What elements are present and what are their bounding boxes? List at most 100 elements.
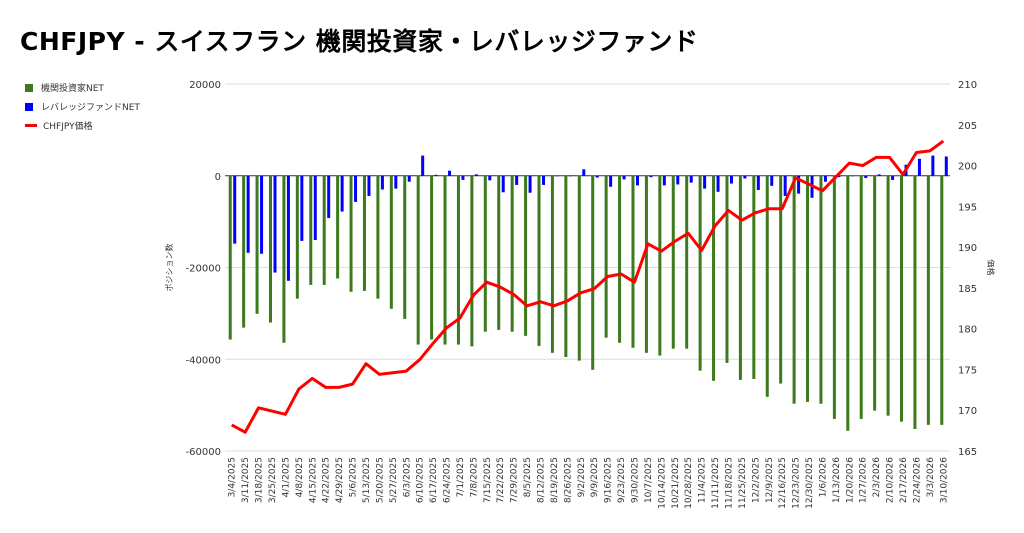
bar-institutional — [658, 175, 662, 356]
x-tick-label: 3/11/2025 — [241, 457, 251, 503]
x-tick-label: 5/27/2025 — [389, 457, 399, 503]
x-tick-label: 10/14/2025 — [657, 457, 667, 509]
bar-leveraged — [770, 175, 774, 186]
bar-institutional — [873, 175, 877, 411]
bar-leveraged — [246, 175, 250, 253]
legend-swatch — [25, 124, 37, 127]
y-tick-label: 20000 — [189, 80, 221, 91]
x-tick-label: 1/13/2026 — [832, 457, 842, 503]
x-tick-label: 10/7/2025 — [644, 457, 654, 503]
bar-institutional — [913, 175, 917, 429]
x-tick-label: 2/24/2026 — [912, 457, 922, 503]
x-tick-label: 8/12/2025 — [537, 457, 547, 503]
bar-leveraged — [474, 174, 478, 176]
x-tick-label: 3/3/2026 — [926, 457, 936, 498]
bar-institutional — [846, 175, 850, 431]
x-tick-label: 12/16/2025 — [778, 457, 788, 509]
bar-institutional — [591, 175, 595, 370]
bar-institutional — [416, 175, 420, 345]
bar-leveraged — [501, 175, 505, 193]
bar-institutional — [510, 175, 514, 332]
bar-institutional — [295, 175, 299, 299]
x-tick-label: 4/8/2025 — [295, 457, 305, 497]
bar-leveraged — [515, 175, 519, 185]
bar-institutional — [926, 175, 930, 425]
bar-institutional — [577, 175, 581, 361]
bar-institutional — [282, 175, 286, 343]
bar-leveraged — [877, 174, 881, 176]
bar-leveraged — [797, 175, 801, 194]
y2-tick-label: 170 — [958, 406, 977, 417]
x-tick-label: 11/18/2025 — [724, 457, 734, 509]
x-tick-label: 4/15/2025 — [308, 457, 318, 503]
bar-leveraged — [555, 175, 559, 177]
y2-tick-label: 205 — [958, 121, 977, 132]
bar-institutional — [268, 175, 272, 323]
bar-institutional — [631, 175, 635, 348]
x-tick-label: 6/17/2025 — [429, 457, 439, 503]
bar-leveraged — [448, 170, 452, 176]
bar-institutional — [859, 175, 863, 419]
bar-institutional — [698, 175, 702, 371]
bar-institutional — [497, 175, 501, 330]
bar-institutional — [470, 175, 474, 347]
bar-institutional — [242, 175, 246, 328]
bar-leveraged — [286, 175, 290, 281]
x-tick-label: 8/26/2025 — [563, 457, 573, 503]
price-line — [230, 139, 945, 434]
y-tick-label: -60000 — [186, 447, 221, 458]
bar-leveraged — [931, 155, 935, 176]
y-tick-label: -20000 — [186, 264, 221, 275]
bar-leveraged — [394, 175, 398, 189]
y2-tick-label: 200 — [958, 162, 977, 173]
bar-leveraged — [528, 175, 532, 193]
bar-leveraged — [273, 175, 277, 273]
y-axis-label: ポジション数 — [164, 244, 174, 292]
bar-institutional — [832, 175, 836, 419]
bar-leveraged — [461, 175, 465, 180]
bar-institutional — [725, 175, 729, 363]
bar-institutional — [900, 175, 904, 422]
bar-leveraged — [354, 175, 358, 202]
legend: 機関投資家NET レバレッジファンドNET CHFJPY価格 — [25, 78, 140, 135]
x-tick-label: 1/20/2026 — [845, 457, 855, 503]
x-tick-label: 2/10/2026 — [886, 457, 896, 503]
bar-leveraged — [689, 175, 693, 183]
bar-leveraged — [380, 175, 384, 190]
bar-institutional — [604, 175, 608, 338]
bar-leveraged — [756, 175, 760, 190]
y-tick-label: 0 — [215, 172, 221, 183]
x-tick-label: 5/20/2025 — [375, 457, 385, 503]
bar-institutional — [255, 175, 259, 314]
x-tick-label: 3/25/2025 — [268, 457, 278, 503]
bar-leveraged — [233, 175, 237, 244]
y2-tick-label: 195 — [958, 202, 977, 213]
bar-institutional — [336, 175, 340, 279]
x-tick-label: 2/17/2026 — [899, 457, 909, 503]
x-tick-label: 11/4/2025 — [698, 457, 708, 503]
bar-institutional — [376, 175, 380, 299]
bar-institutional — [806, 175, 810, 402]
bar-leveraged — [595, 175, 599, 178]
bar-institutional — [792, 175, 796, 404]
bar-institutional — [430, 175, 434, 340]
bar-leveraged — [783, 175, 787, 196]
bar-institutional — [671, 175, 675, 349]
bar-leveraged — [327, 175, 331, 218]
x-tick-label: 4/22/2025 — [322, 457, 332, 503]
x-tick-label: 8/19/2025 — [550, 457, 560, 503]
bar-institutional — [738, 175, 742, 380]
bar-leveraged — [421, 155, 425, 176]
y2-tick-label: 175 — [958, 365, 977, 376]
x-tick-label: 12/23/2025 — [792, 457, 802, 509]
bar-leveraged — [407, 175, 411, 182]
bar-leveraged — [729, 175, 733, 184]
bar-leveraged — [850, 175, 854, 177]
x-tick-label: 12/2/2025 — [751, 457, 761, 503]
bar-institutional — [765, 175, 769, 397]
bar-leveraged — [891, 175, 895, 180]
x-tick-label: 10/21/2025 — [671, 457, 681, 509]
bar-institutional — [752, 175, 756, 379]
bar-leveraged — [300, 175, 304, 241]
